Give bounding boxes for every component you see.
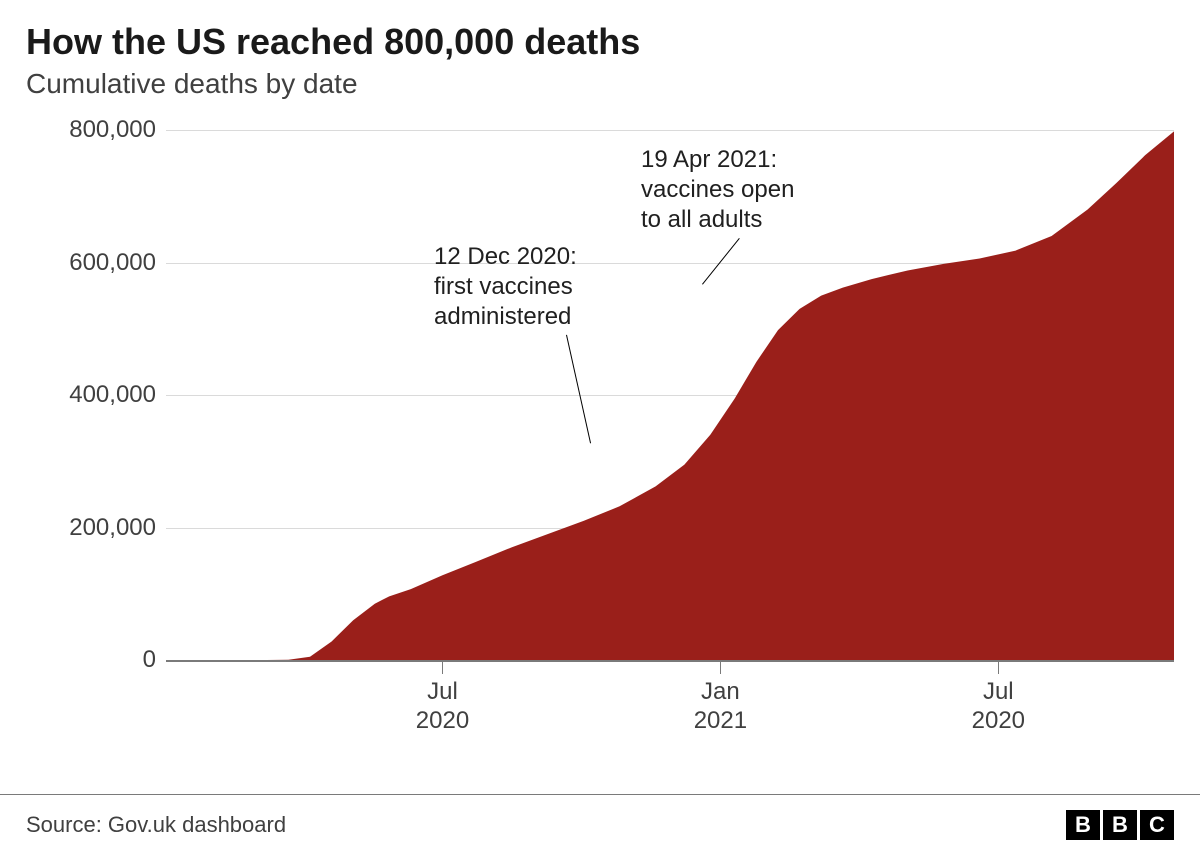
annotation-text: 12 Dec 2020:first vaccinesadministered [434, 242, 577, 332]
bbc-logo-block: B [1103, 810, 1137, 840]
annotation-text: 19 Apr 2021:vaccines opento all adults [641, 145, 794, 235]
chart-title: How the US reached 800,000 deaths [26, 22, 1174, 62]
area-fill [26, 130, 1174, 662]
x-axis-tick [442, 660, 443, 674]
bbc-logo-block: B [1066, 810, 1100, 840]
bbc-logo: B B C [1066, 810, 1174, 840]
x-axis-tick [720, 660, 721, 674]
chart-area: 0200,000400,000600,000800,000Jul2020Jan2… [26, 130, 1174, 764]
x-axis-baseline [166, 660, 1174, 662]
source-text: Source: Gov.uk dashboard [26, 812, 286, 838]
chart-subtitle: Cumulative deaths by date [26, 68, 1174, 100]
x-axis-label: Jan2021 [694, 678, 747, 736]
x-axis-label: Jul2020 [416, 678, 469, 736]
bbc-logo-block: C [1140, 810, 1174, 840]
x-axis-label: Jul2020 [972, 678, 1025, 736]
footer: Source: Gov.uk dashboard B B C [0, 794, 1200, 844]
x-axis-tick [998, 660, 999, 674]
